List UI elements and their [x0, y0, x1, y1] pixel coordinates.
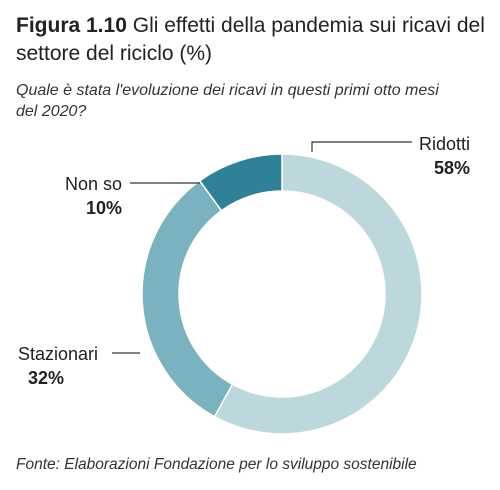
slice-labels: Ridotti 58% Stazionari 32% Non so 10% — [18, 134, 470, 388]
figure-number: Figura 1.10 — [16, 14, 127, 37]
slice-label-stazionari: Stazionari — [18, 344, 98, 364]
slice-value-ridotti: 58% — [434, 158, 470, 178]
slice-label-non-so: Non so — [65, 174, 122, 194]
leader-line-ridotti — [311, 141, 412, 152]
chart-subtitle: Quale è stata l'evoluzione dei ricavi in… — [16, 82, 439, 120]
chart-title: Figura 1.10 Gli effetti della pandemia s… — [16, 12, 486, 68]
donut-slice-ridotti — [213, 153, 423, 435]
donut-slice-stazionari — [141, 179, 234, 418]
slice-value-non-so: 10% — [86, 198, 122, 218]
donut-slice-non-so — [198, 153, 283, 212]
leader-lines — [112, 141, 412, 354]
donut-slices — [141, 153, 423, 435]
source-note: Fonte: Elaborazioni Fondazione per lo sv… — [16, 456, 417, 473]
slice-label-ridotti: Ridotti — [419, 134, 470, 154]
figure-title: Gli effetti della pandemia sui ricavi de… — [16, 14, 485, 65]
slice-value-stazionari: 32% — [28, 368, 64, 388]
